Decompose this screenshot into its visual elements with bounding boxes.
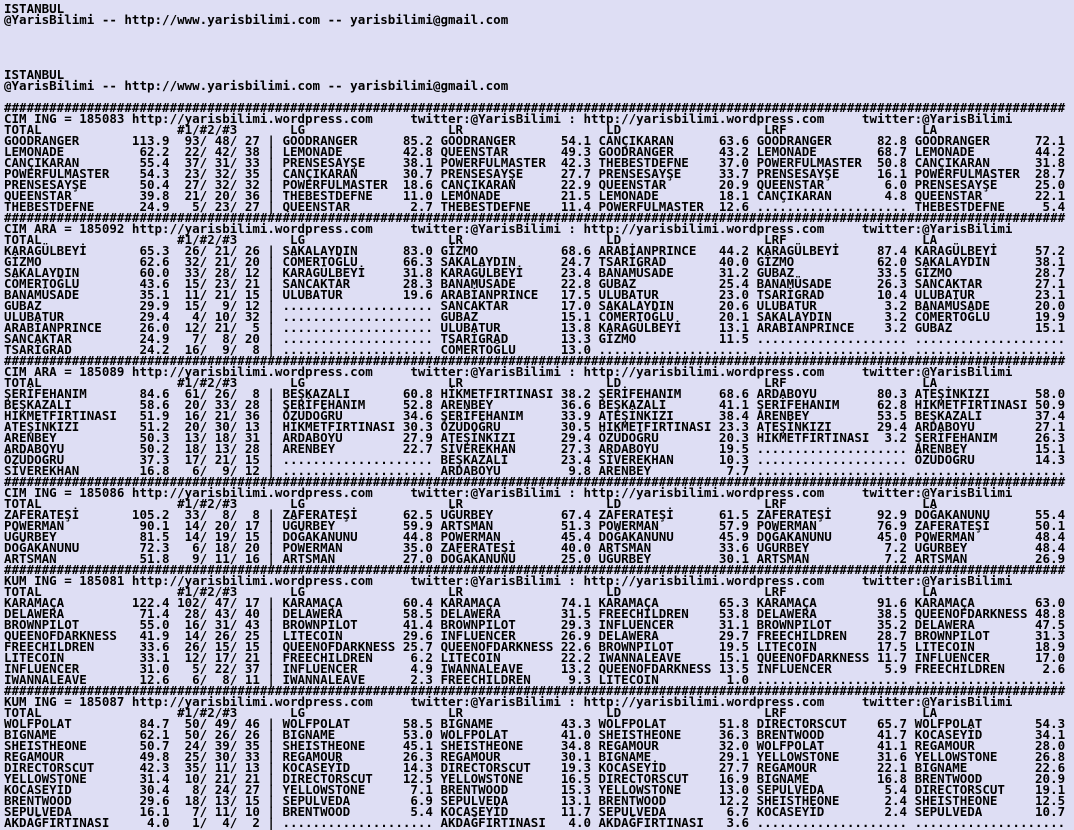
table-row: GUBAZ 29.9 15/ 9/ 12 | .................…	[4, 298, 1066, 313]
column-headers: TOTAL #1/#2/#3 LG LR LD LRF LA	[4, 122, 938, 137]
table-row: UĞURBEY 81.5 14/ 19/ 15 | DOĞAKANUNU 44.…	[4, 529, 1066, 544]
table-row: SİVEREKHAN 16.8 6/ 9/ 12 | .............…	[4, 463, 1066, 478]
masthead-contact: @YarisBilimi -- http://www.yarisbilimi.c…	[4, 12, 509, 27]
column-headers: TOTAL #1/#2/#3 LG LR LD LRF LA	[4, 232, 938, 247]
table-row: ZAFERATEŞİ 105.2 33/ 8/ 8 | ZAFERATEŞİ 6…	[4, 507, 1066, 522]
table-row: BIGNAME 62.1 50/ 26/ 26 | BIGNAME 53.0 W…	[4, 727, 1066, 742]
column-headers: TOTAL #1/#2/#3 LG LR LD LRF LA	[4, 584, 938, 599]
table-row: BEŞKAZALI 58.6 20/ 33/ 28 | ŞERİFEHANIM …	[4, 397, 1066, 412]
table-row: ATEŞİNKIZI 51.2 20/ 30/ 13 | HİKMETFIRTI…	[4, 419, 1066, 434]
table-row: LITECOIN 33.1 12/ 17/ 21 | FREECHILDREN …	[4, 650, 1066, 665]
section-title: CIM ARA = 185092 http://yarisbilimi.word…	[4, 221, 1013, 236]
masthead-city-repeat: ISTANBUL	[4, 67, 65, 82]
column-headers: TOTAL #1/#2/#3 LG LR LD LRF LA	[4, 375, 938, 390]
table-row: TSARİGRAD 24.2 16/ 9/ 8 | ..............…	[4, 342, 1066, 357]
blank-line	[4, 47, 1074, 58]
table-row: YELLOWSTONE 31.4 10/ 21/ 21 | DIRECTORSC…	[4, 771, 1066, 786]
table-row: BRENTWOOD 29.6 18/ 13/ 15 | SEPULVEDA 6.…	[4, 793, 1066, 808]
table-row: SANCAKTAR 24.9 7/ 8/ 20 | ..............…	[4, 331, 1066, 346]
section-title: CIM ARA = 185089 http://yarisbilimi.word…	[4, 364, 1013, 379]
table-row: QUEENOFDARKNESS 41.9 14/ 26/ 25 | LITECO…	[4, 628, 1066, 643]
table-row: BROWNPILOT 55.0 16/ 31/ 43 | BROWNPILOT …	[4, 617, 1066, 632]
table-row: FREECHILDREN 33.6 26/ 15/ 15 | QUEENOFDA…	[4, 639, 1066, 654]
table-row: ULUBATUR 29.4 4/ 10/ 32 | ..............…	[4, 309, 1066, 324]
table-row: ARABİANPRINCE 26.0 12/ 21/ 5 | .........…	[4, 320, 1066, 335]
table-row: ARDABOYU 50.2 18/ 13/ 28 | ARENBEY 22.7 …	[4, 441, 1066, 456]
table-row: GİZMO 62.6 32/ 21/ 20 | CÖMERTOĞLU 66.3 …	[4, 254, 1066, 269]
table-row: PRENSESAYŞE 50.4 27/ 32/ 32 | POWERFULMA…	[4, 177, 1066, 192]
separator-line: ########################################…	[4, 100, 1066, 115]
table-row: WOLFPOLAT 84.7 50/ 49/ 46 | WOLFPOLAT 58…	[4, 716, 1066, 731]
table-row: SEPULVEDA 16.1 7/ 11/ 10 | BRENTWOOD 5.4…	[4, 804, 1066, 819]
separator-line: ########################################…	[4, 210, 1066, 225]
table-row: ŞERİFEHANIM 84.6 61/ 26/ 8 | BEŞKAZALI 6…	[4, 386, 1066, 401]
table-row: ÖZÜDOĞRU 37.3 17/ 21/ 15 | .............…	[4, 452, 1066, 467]
masthead-contact-repeat: @YarisBilimi -- http://www.yarisbilimi.c…	[4, 78, 509, 93]
table-row: DELAWERA 71.4 28/ 43/ 40 | DELAWERA 58.5…	[4, 606, 1066, 621]
table-row: BANAMÜSADE 35.1 11/ 21/ 15 | ULUBATUR 19…	[4, 287, 1066, 302]
table-row: INFLUENCER 31.0 5/ 22/ 37 | INFLUENCER 4…	[4, 661, 1066, 676]
separator-line: ########################################…	[4, 683, 1066, 698]
section-title: KUM ING = 185087 http://yarisbilimi.word…	[4, 694, 1013, 709]
table-row: ARENBEY 50.3 13/ 18/ 31 | ARDABOYU 27.9 …	[4, 430, 1066, 445]
table-row: HİKMETFIRTINASI 51.9 16/ 21/ 36 | ÖZÜDOĞ…	[4, 408, 1066, 423]
table-row: CÖMERTOĞLU 43.6 15/ 23/ 21 | SANCAKTAR 2…	[4, 276, 1066, 291]
blank-line	[4, 36, 1074, 47]
table-row: SHEISTHEONE 50.7 24/ 39/ 35 | SHEISTHEON…	[4, 738, 1066, 753]
table-row: AKDAĞFIRTINASI 4.0 1/ 4/ 2 | ...........…	[4, 815, 1066, 830]
table-row: THEBESTDEFNE 24.9 5/ 23/ 27 | QUEENSTAR …	[4, 199, 1066, 214]
table-row: LEMONADE 62.2 22/ 42/ 38 | LEMONADE 42.8…	[4, 144, 1066, 159]
table-row: KARAGÜLBEYİ 65.3 26/ 21/ 26 | SAKALAYDIN…	[4, 243, 1066, 258]
column-headers: TOTAL #1/#2/#3 LG LR LD LRF LA	[4, 705, 938, 720]
table-row: CANÇIKARAN 55.4 37/ 31/ 33 | PRENSESAYŞE…	[4, 155, 1066, 170]
table-row: REGAMOUR 49.8 25/ 30/ 33 | REGAMOUR 26.3…	[4, 749, 1066, 764]
table-row: QUEENSTAR 39.8 21/ 20/ 36 | THEBESTDEFNE…	[4, 188, 1066, 203]
section-title: KUM ING = 185081 http://yarisbilimi.word…	[4, 573, 1013, 588]
table-row: POWERMAN 90.1 14/ 20/ 17 | UĞURBEY 59.9 …	[4, 518, 1066, 533]
report-sections: ########################################…	[4, 100, 1074, 830]
table-row: SAKALAYDIN 60.0 33/ 28/ 12 | KARAGÜLBEYİ…	[4, 265, 1066, 280]
table-row: DOĞAKANUNU 72.3 6/ 18/ 20 | POWERMAN 35.…	[4, 540, 1066, 555]
table-row: KOCASEYİD 30.4 8/ 24/ 27 | YELLOWSTONE 7…	[4, 782, 1066, 797]
separator-line: ########################################…	[4, 474, 1066, 489]
table-row: ARTSMAN 51.8 9/ 11/ 16 | ARTSMAN 27.0 DO…	[4, 551, 1066, 566]
section-title: CIM ING = 185086 http://yarisbilimi.word…	[4, 485, 1013, 500]
table-row: IWANNALEAVE 12.6 6/ 8/ 11 | IWANNALEAVE …	[4, 672, 1066, 687]
column-headers: TOTAL #1/#2/#3 LG LR LD LRF LA	[4, 496, 938, 511]
table-row: KARAMAÇA 122.4 102/ 47/ 17 | KARAMAÇA 60…	[4, 595, 1066, 610]
table-row: POWERFULMASTER 54.3 23/ 32/ 35 | CANÇIKA…	[4, 166, 1066, 181]
separator-line: ########################################…	[4, 562, 1066, 577]
table-row: GOODRANGER 113.9 93/ 48/ 27 | GOODRANGER…	[4, 133, 1066, 148]
table-row: DIRECTORSCUT 42.3 35/ 11/ 13 | KOCASEYİD…	[4, 760, 1066, 775]
blank-line	[4, 58, 1074, 69]
masthead-city: ISTANBUL	[4, 1, 65, 16]
separator-line: ########################################…	[4, 353, 1066, 368]
section-title: CIM ING = 185083 http://yarisbilimi.word…	[4, 111, 1013, 126]
